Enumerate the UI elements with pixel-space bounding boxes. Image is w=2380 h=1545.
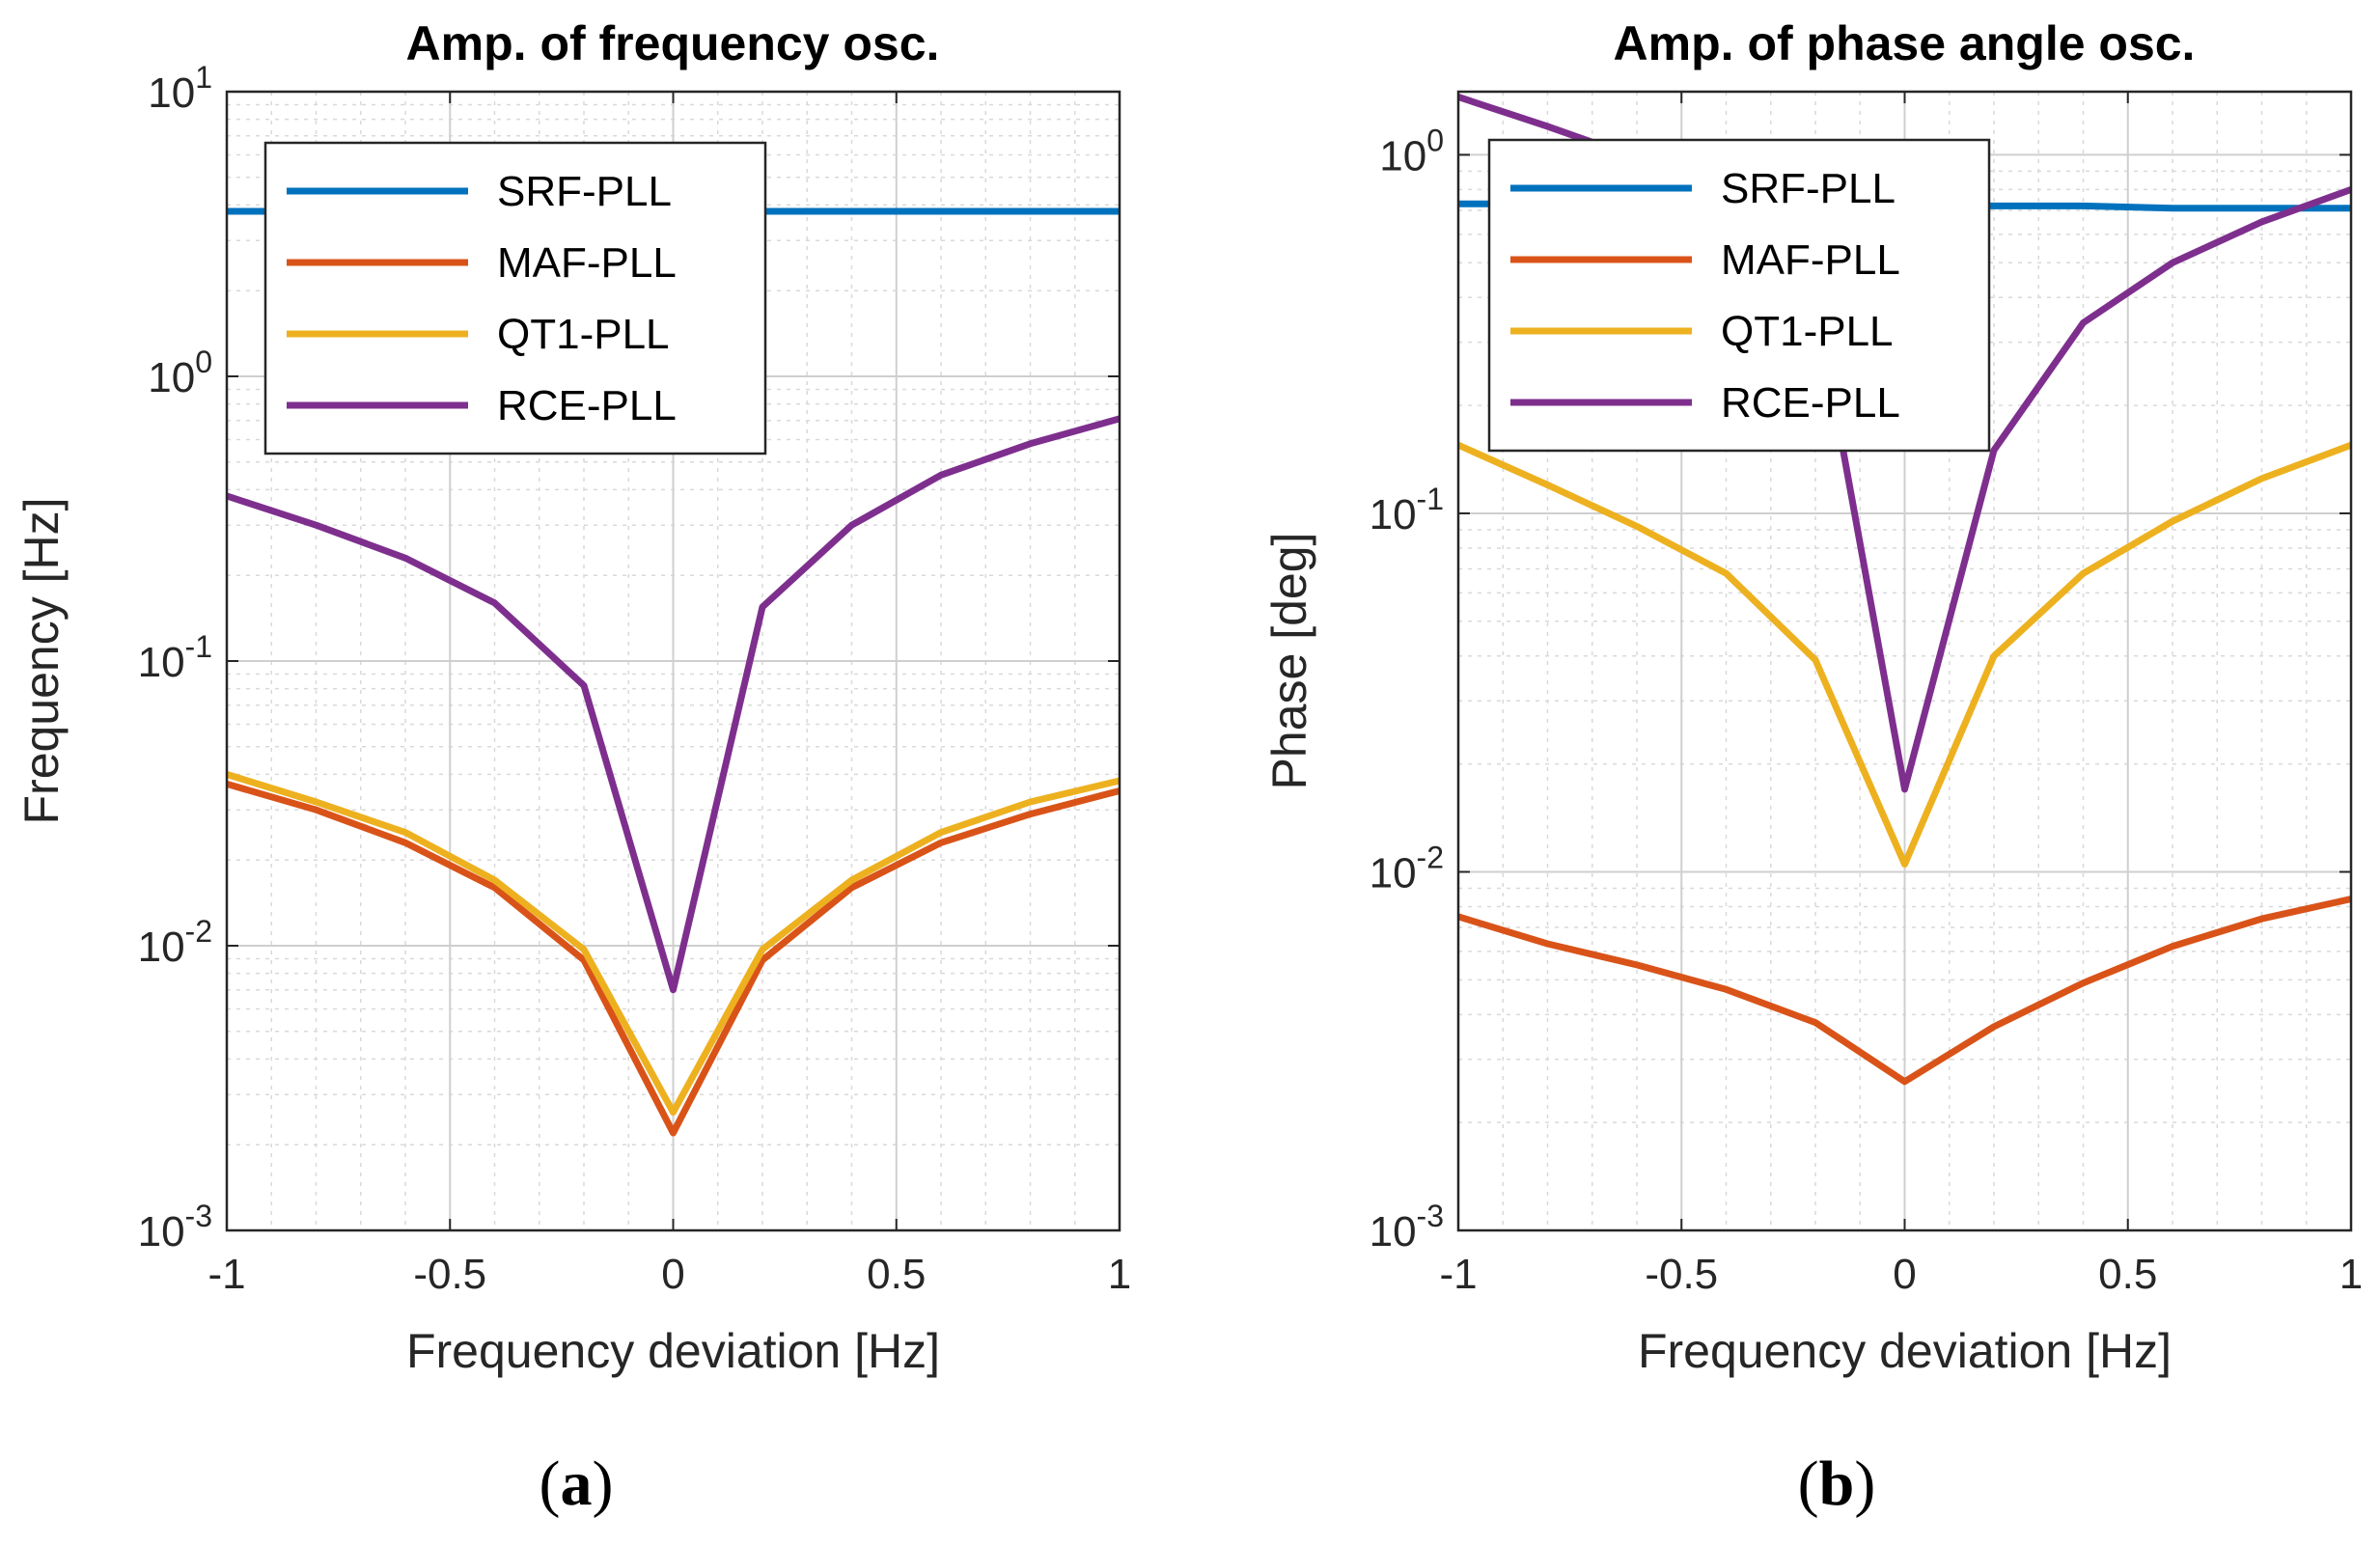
caption-a: (a) <box>539 1448 614 1519</box>
legend-label-maf-pll: MAF-PLL <box>497 239 677 287</box>
legend-box <box>1487 138 1991 453</box>
legend: SRF-PLL MAF-PLL QT1-PLL RCE-PLL <box>1487 138 1991 453</box>
y-axis-label: Frequency [Hz] <box>14 497 69 824</box>
chart-panel-b: -1 -0.5 0 0.5 1 10-3 10-2 10-1 100 Amp. of phase … <box>1190 0 2380 1545</box>
x-tick-label: 1 <box>1108 1251 1131 1298</box>
x-tick-label: 0.5 <box>867 1251 926 1298</box>
legend-label-rce-pll: RCE-PLL <box>497 382 677 429</box>
legend-label-srf-pll: SRF-PLL <box>1721 165 1896 212</box>
x-tick-label: 0.5 <box>2098 1251 2157 1298</box>
y-tick-label: 100 <box>148 345 212 401</box>
y-axis-label: Phase [deg] <box>1262 533 1316 790</box>
series-line-maf-pll <box>1458 896 2351 1086</box>
chart-title: Amp. of frequency osc. <box>406 16 940 70</box>
x-tick-label: 1 <box>2339 1251 2363 1298</box>
series-line-qt1-pll <box>227 770 1120 1117</box>
legend-box <box>263 141 767 455</box>
legend-label-maf-pll: MAF-PLL <box>1721 236 1900 284</box>
tick-marks <box>226 91 1121 1231</box>
legend-label-srf-pll: SRF-PLL <box>497 168 672 215</box>
tick-marks <box>1457 92 2352 1231</box>
y-tick-label: 10-1 <box>1370 482 1444 538</box>
x-tick-label: -1 <box>1439 1251 1477 1298</box>
y-tick-label: 10-2 <box>138 914 212 971</box>
series-line-qt1-pll <box>1458 441 2351 869</box>
legend-label-qt1-pll: QT1-PLL <box>1721 308 1894 355</box>
caption-b: (b) <box>1797 1448 1876 1519</box>
x-axis-label: Frequency deviation [Hz] <box>406 1324 940 1378</box>
chart-title: Amp. of phase angle osc. <box>1614 16 2196 70</box>
y-tick-label: 10-2 <box>1370 840 1444 897</box>
legend-label-qt1-pll: QT1-PLL <box>497 311 670 358</box>
frequency-oscillation-chart: -1 -0.5 0 0.5 1 10-3 10-2 10-1 100 101 Amp. of fre… <box>14 16 1131 1378</box>
series-line-maf-pll <box>227 780 1120 1137</box>
x-tick-label: 0 <box>661 1251 684 1298</box>
series-line-rce-pll <box>227 415 1120 994</box>
y-tick-label: 10-3 <box>1370 1199 1444 1255</box>
x-tick-label: 0 <box>1893 1251 1916 1298</box>
x-tick-label: -1 <box>208 1251 245 1298</box>
y-tick-label: 101 <box>148 60 212 117</box>
caption-b-label: b <box>1818 1448 1855 1519</box>
x-axis-label: Frequency deviation [Hz] <box>1638 1324 2172 1378</box>
x-tick-label: -0.5 <box>1645 1251 1718 1298</box>
x-tick-label: -0.5 <box>413 1251 486 1298</box>
y-tick-label: 100 <box>1379 123 1444 179</box>
legend: SRF-PLL MAF-PLL QT1-PLL RCE-PLL <box>263 141 767 455</box>
legend-label-rce-pll: RCE-PLL <box>1721 379 1900 427</box>
y-tick-label: 10-1 <box>138 629 212 686</box>
y-tick-label: 10-3 <box>138 1199 212 1255</box>
phase-oscillation-chart: -1 -0.5 0 0.5 1 10-3 10-2 10-1 100 Amp. of phase … <box>1262 16 2363 1378</box>
caption-a-label: a <box>560 1448 593 1519</box>
chart-panel-a: -1 -0.5 0 0.5 1 10-3 10-2 10-1 100 101 Amp. of fre… <box>14 16 1131 1519</box>
